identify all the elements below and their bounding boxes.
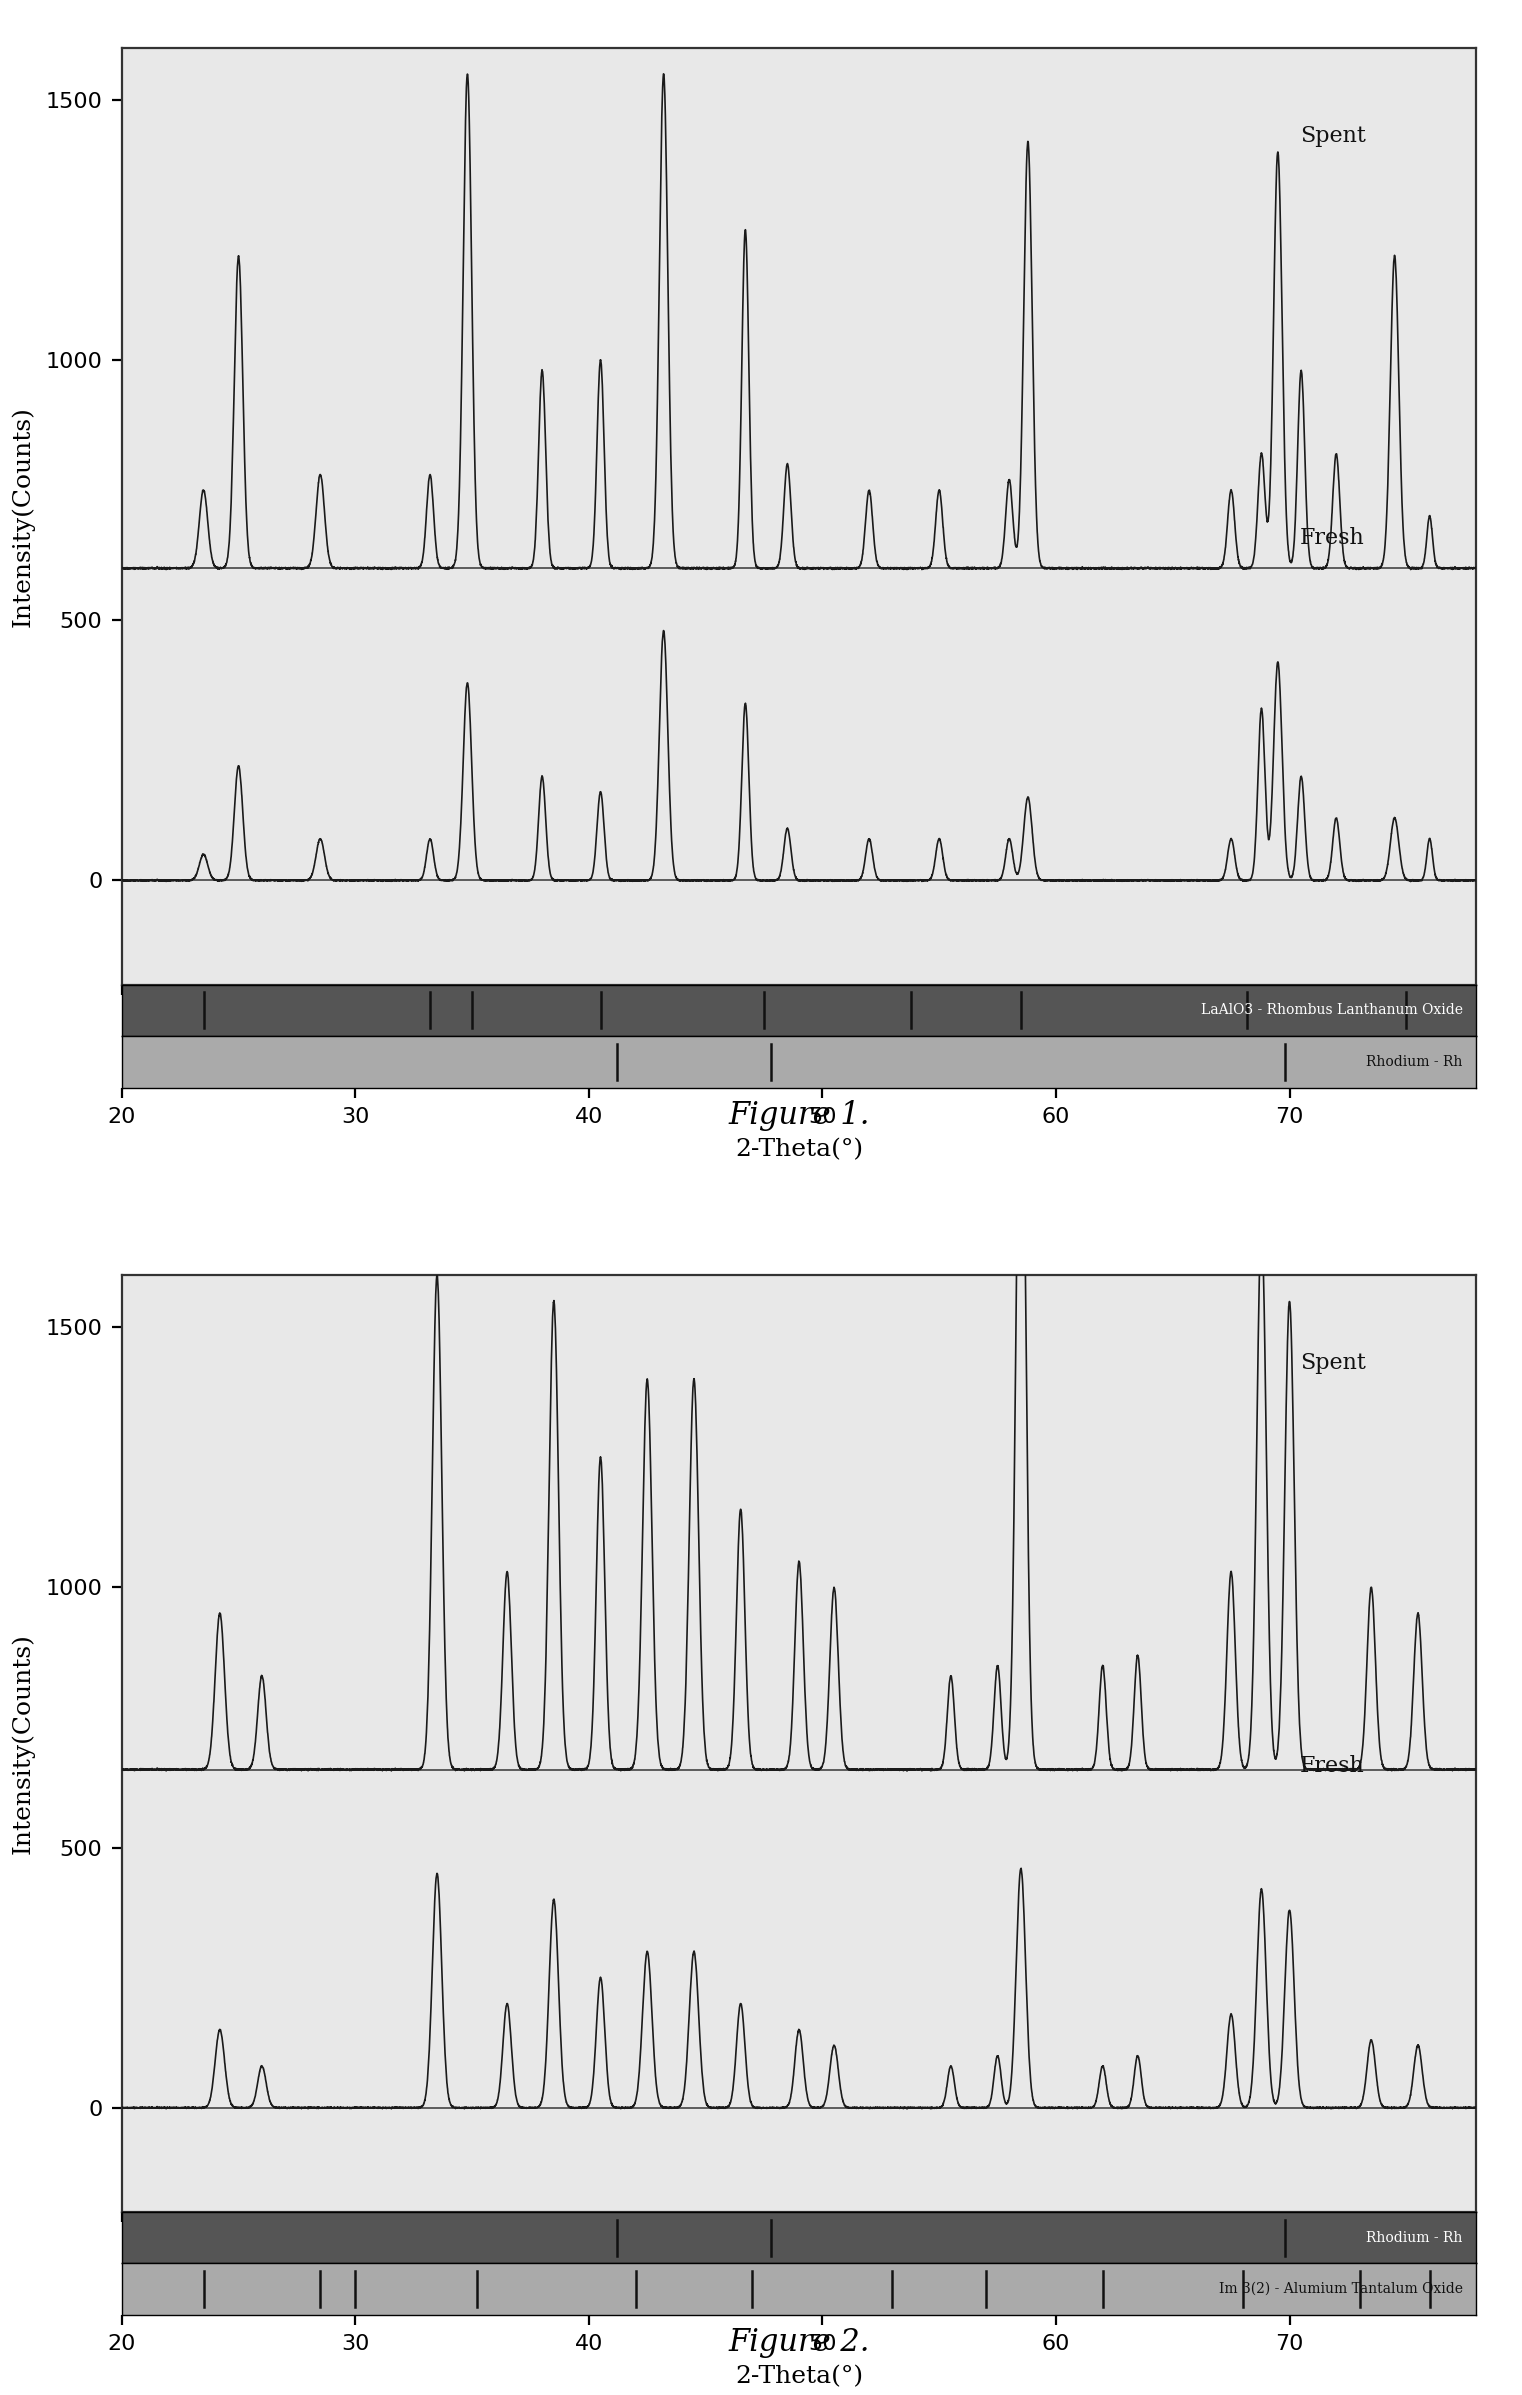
Text: Figure 1.: Figure 1. (729, 1099, 869, 1130)
Text: Fresh: Fresh (1300, 527, 1365, 548)
X-axis label: 2-Theta(°): 2-Theta(°) (735, 2366, 863, 2388)
Text: Spent: Spent (1300, 1351, 1367, 1375)
Y-axis label: Intensity(Counts): Intensity(Counts) (11, 1633, 35, 1854)
Text: Rhodium - Rh: Rhodium - Rh (1367, 2230, 1463, 2244)
X-axis label: 2-Theta(°): 2-Theta(°) (735, 1138, 863, 1162)
Text: Fresh: Fresh (1300, 1756, 1365, 1777)
Text: Figure 2.: Figure 2. (729, 2328, 869, 2359)
Text: Spent: Spent (1300, 125, 1367, 146)
Text: Im 3(2) - Alumium Tantalum Oxide: Im 3(2) - Alumium Tantalum Oxide (1219, 2282, 1463, 2297)
Text: Rhodium - Rh: Rhodium - Rh (1367, 1054, 1463, 1068)
Y-axis label: Intensity(Counts): Intensity(Counts) (11, 405, 35, 627)
Text: LaAlO3 - Rhombus Lanthanum Oxide: LaAlO3 - Rhombus Lanthanum Oxide (1201, 1004, 1463, 1018)
